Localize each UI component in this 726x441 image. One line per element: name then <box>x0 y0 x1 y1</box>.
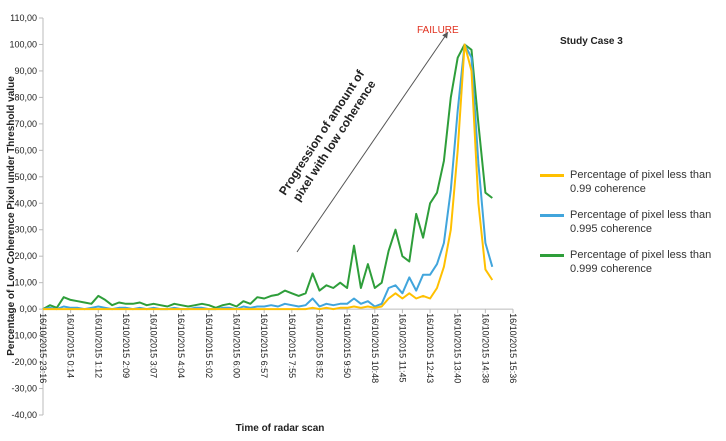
y-tick-label: 10,00 <box>14 278 37 288</box>
series-line <box>42 43 494 311</box>
x-tick-label: 16/10/2015 5:02 <box>204 313 214 378</box>
legend-label: Percentage of pixel less than 0.999 cohe… <box>570 249 712 275</box>
legend-item: Percentage of pixel less than 0.995 cohe… <box>540 208 726 236</box>
arrow-label: Progression of amount of pixel with low … <box>276 67 379 204</box>
legend-swatch <box>540 214 564 217</box>
y-tick-label: 70,00 <box>14 119 37 129</box>
x-tick-label: 16/10/2015 6:57 <box>259 313 269 378</box>
legend-label: Percentage of pixel less than 0.99 coher… <box>570 169 712 195</box>
x-tick-label: 16/10/2015 8:52 <box>314 313 324 378</box>
x-tick-label: 16/10/2015 14:38 <box>480 313 490 383</box>
legend-label: Percentage of pixel less than 0.995 cohe… <box>570 209 712 235</box>
y-tick-label: -20,00 <box>11 357 37 367</box>
annotation: pixel with low coherence <box>290 77 379 203</box>
chart-title: Study Case 3 <box>560 36 623 47</box>
x-axis-label: Time of radar scan <box>236 423 325 434</box>
annotation: FAILURE <box>417 25 459 36</box>
x-tick-label: 16/10/2015 0:14 <box>66 313 76 378</box>
y-tick-label: 110,00 <box>10 13 37 23</box>
y-tick-label: 60,00 <box>14 145 37 155</box>
series-line <box>42 43 493 310</box>
legend-item: Percentage of pixel less than 0.99 coher… <box>540 168 726 196</box>
y-axis-label: Percentage of Low Coherence Pixel under … <box>6 76 17 356</box>
legend-item: Percentage of pixel less than 0.999 cohe… <box>540 248 726 276</box>
y-tick-label: 30,00 <box>14 225 37 235</box>
y-tick-label: -10,00 <box>11 331 37 341</box>
legend-swatch <box>540 254 564 257</box>
y-tick-label: 40,00 <box>14 198 37 208</box>
y-tick-label: 80,00 <box>14 92 37 102</box>
x-tick-label: 16/10/2015 3:07 <box>149 313 159 378</box>
legend-swatch <box>540 174 564 177</box>
y-tick-label: 100,00 <box>9 39 37 49</box>
y-tick-label: 20,00 <box>14 251 37 261</box>
legend: Percentage of pixel less than 0.99 coher… <box>540 168 726 288</box>
x-tick-label: 16/10/2015 7:55 <box>287 313 297 378</box>
y-tick-label: -40,00 <box>11 410 37 420</box>
arrow <box>296 31 449 253</box>
x-tick-label: 16/10/2015 12:43 <box>425 313 435 383</box>
x-tick-label: 16/10/2015 9:50 <box>342 313 352 378</box>
x-tick-label: 16/10/2015 13:40 <box>453 313 463 383</box>
y-tick-label: 50,00 <box>14 172 37 182</box>
x-tick-label: 16/10/2015 11:45 <box>397 313 407 382</box>
y-tick-label: -30,00 <box>11 384 37 394</box>
x-tick-label: 16/10/2015 6:00 <box>232 313 242 378</box>
annotation: Progression of amount of <box>276 67 368 198</box>
x-tick-label: 16/10/2015 23:16 <box>38 313 48 383</box>
x-tick-label: 16/10/2015 1:12 <box>93 313 103 378</box>
y-tick-label: 90,00 <box>14 66 37 76</box>
x-tick-label: 16/10/2015 2:09 <box>121 313 131 378</box>
x-tick-label: 16/10/2015 4:04 <box>176 313 186 378</box>
series-line <box>43 43 494 311</box>
x-tick-label: 16/10/2015 10:48 <box>370 313 380 383</box>
y-tick-label: 0,00 <box>19 304 37 314</box>
x-tick-label: 16/10/2015 15:36 <box>508 313 518 383</box>
